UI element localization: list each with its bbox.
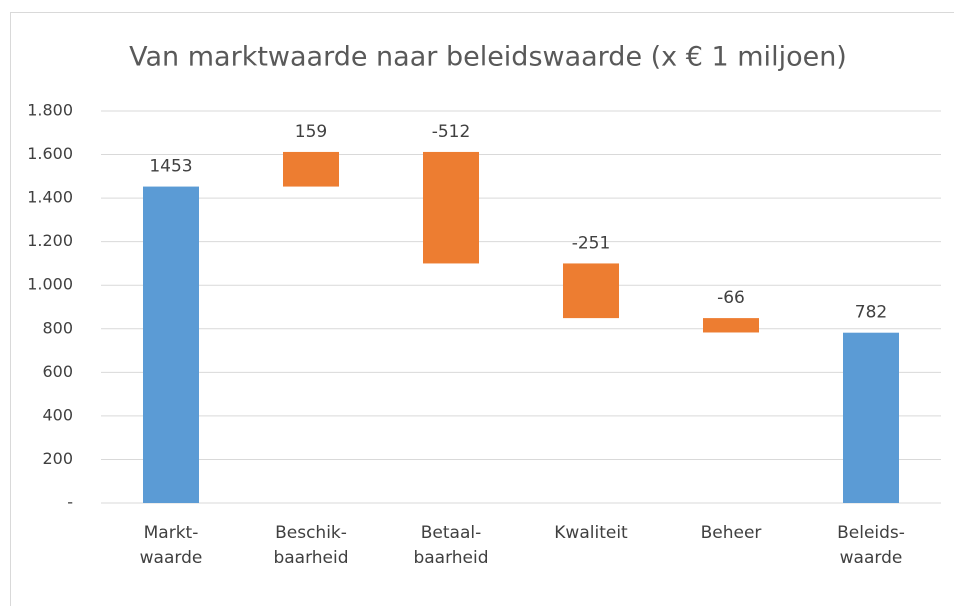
- data-label: 159: [295, 122, 327, 142]
- x-tick-label: Beleids- waarde: [837, 523, 905, 568]
- data-label: 1453: [149, 157, 192, 177]
- y-tick-label: -: [67, 493, 73, 512]
- data-label: 782: [855, 303, 887, 323]
- y-tick-label: 1.200: [27, 231, 73, 250]
- bar: [703, 318, 759, 333]
- bar: [563, 263, 619, 319]
- y-tick-label: 800: [42, 318, 73, 337]
- y-tick-label: 1.600: [27, 144, 73, 163]
- bar: [283, 151, 339, 187]
- y-tick-label: 200: [42, 449, 73, 468]
- x-tick-label: Beheer: [700, 523, 762, 543]
- chart-title: Van marktwaarde naar beleidswaarde (x € …: [129, 42, 847, 73]
- x-tick-label: Kwaliteit: [554, 523, 628, 543]
- y-tick-label: 1.800: [27, 101, 73, 120]
- bar: [843, 332, 899, 503]
- y-tick-label: 400: [42, 405, 73, 424]
- data-label: -66: [717, 288, 745, 308]
- x-tick-label: Beschik- baarheid: [273, 523, 349, 568]
- y-tick-label: 1.000: [27, 275, 73, 294]
- y-tick-label: 600: [42, 362, 73, 381]
- y-tick-label: 1.400: [27, 188, 73, 207]
- x-tick-label: Markt- waarde: [139, 523, 203, 568]
- data-label: -251: [572, 233, 611, 253]
- bar: [423, 151, 479, 264]
- bar: [143, 186, 199, 503]
- data-label: -512: [432, 122, 471, 142]
- x-tick-label: Betaal- baarheid: [413, 523, 489, 568]
